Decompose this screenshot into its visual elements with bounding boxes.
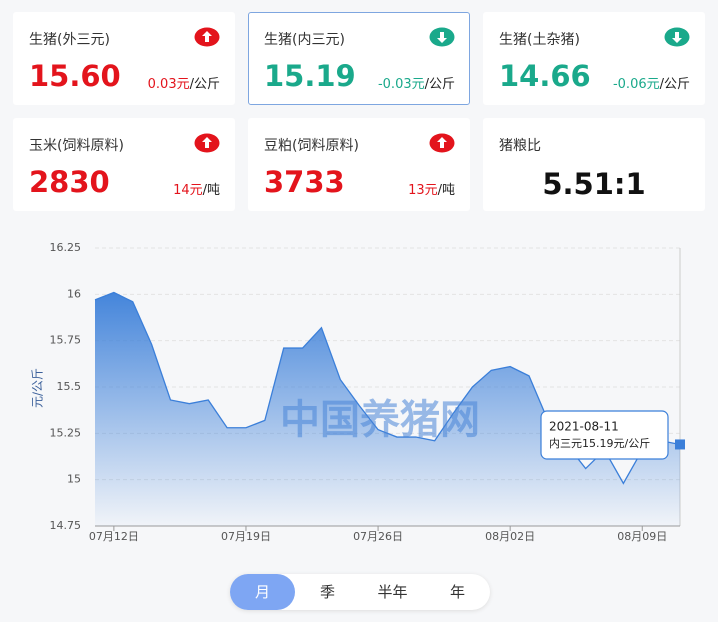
- card-title: 豆粕(饲料原料): [264, 138, 359, 154]
- trend-icon: [194, 27, 220, 47]
- card-title: 玉米(饲料原料): [29, 138, 124, 154]
- area: [95, 292, 680, 526]
- price-card: 生猪(土杂猪) 14.66 -0.06元/公斤: [483, 12, 705, 105]
- y-tick-label: 14.75: [50, 519, 82, 532]
- change-unit: /吨: [202, 183, 220, 198]
- card-title: 生猪(内三元): [264, 32, 345, 48]
- y-axis-label: 元/公斤: [31, 368, 45, 408]
- change-unit: /公斤: [659, 77, 690, 92]
- change-unit: /吨: [437, 183, 455, 198]
- price-card: 猪粮比 5.51:1: [483, 118, 705, 211]
- chart: 14.75 15 15.25 15.5 15.75 16 16.25 元/公斤 07月12日 07…: [31, 241, 685, 543]
- change-amount: -0.06元: [612, 77, 660, 92]
- card-change: -0.03元/公斤: [378, 73, 455, 92]
- tab[interactable]: 月: [230, 574, 295, 610]
- card-value: 5.51:1: [542, 167, 646, 201]
- card-change: 13元/吨: [408, 179, 455, 198]
- tab[interactable]: 年: [449, 583, 465, 601]
- tooltip-text: 内三元15.19元/公斤: [549, 436, 650, 450]
- card-title: 生猪(外三元): [29, 32, 110, 48]
- change-amount: 0.03元: [147, 77, 190, 92]
- card-change: -0.06元/公斤: [613, 73, 690, 92]
- price-card: 生猪(内三元) 15.19 -0.03元/公斤: [248, 12, 470, 105]
- tooltip-date: 2021-08-11: [549, 420, 619, 434]
- tab[interactable]: 半年: [377, 583, 408, 601]
- trend-icon: [429, 27, 455, 47]
- change-amount: 14元: [173, 183, 203, 198]
- card-value: 14.66: [499, 59, 591, 93]
- card-value: 2830: [29, 165, 110, 199]
- tab-bar: 月 季 半年 年: [230, 574, 490, 610]
- y-tick-label: 15.75: [50, 334, 82, 347]
- x-tick-label: 08月09日: [617, 530, 667, 543]
- change-unit: /公斤: [189, 77, 220, 92]
- active-point: [675, 439, 685, 450]
- card-change: 14元/吨: [173, 179, 220, 198]
- x-tick-label: 07月19日: [221, 530, 271, 543]
- trend-icon: [664, 27, 690, 47]
- y-tick-label: 15: [67, 473, 81, 486]
- card-value: 15.60: [29, 59, 121, 93]
- price-card: 玉米(饲料原料) 2830 14元/吨: [13, 118, 235, 211]
- price-card: 豆粕(饲料原料) 3733 13元/吨: [248, 118, 470, 211]
- change-amount: -0.03元: [377, 77, 425, 92]
- y-tick-label: 15.25: [50, 426, 82, 439]
- price-card: 生猪(外三元) 15.60 0.03元/公斤: [13, 12, 235, 105]
- y-tick-label: 16: [67, 287, 81, 300]
- x-tick-label: 07月26日: [353, 530, 403, 543]
- watermark: 中国养猪网: [280, 397, 480, 443]
- card-title: 生猪(土杂猪): [499, 32, 580, 48]
- change-unit: /公斤: [424, 77, 455, 92]
- card-value: 15.19: [264, 59, 356, 93]
- tab[interactable]: 季: [319, 583, 335, 601]
- x-tick-label: 08月02日: [485, 530, 535, 543]
- y-tick-label: 16.25: [50, 241, 82, 254]
- card-value: 3733: [264, 165, 345, 199]
- change-amount: 13元: [408, 183, 438, 198]
- x-tick-label: 07月12日: [89, 530, 139, 543]
- line: [94, 291, 681, 485]
- card-title: 猪粮比: [499, 138, 541, 154]
- card-change: 0.03元/公斤: [148, 73, 220, 92]
- trend-icon: [194, 133, 220, 153]
- y-tick-label: 15.5: [57, 380, 82, 393]
- trend-icon: [429, 133, 455, 153]
- tooltip-box: [540, 410, 669, 460]
